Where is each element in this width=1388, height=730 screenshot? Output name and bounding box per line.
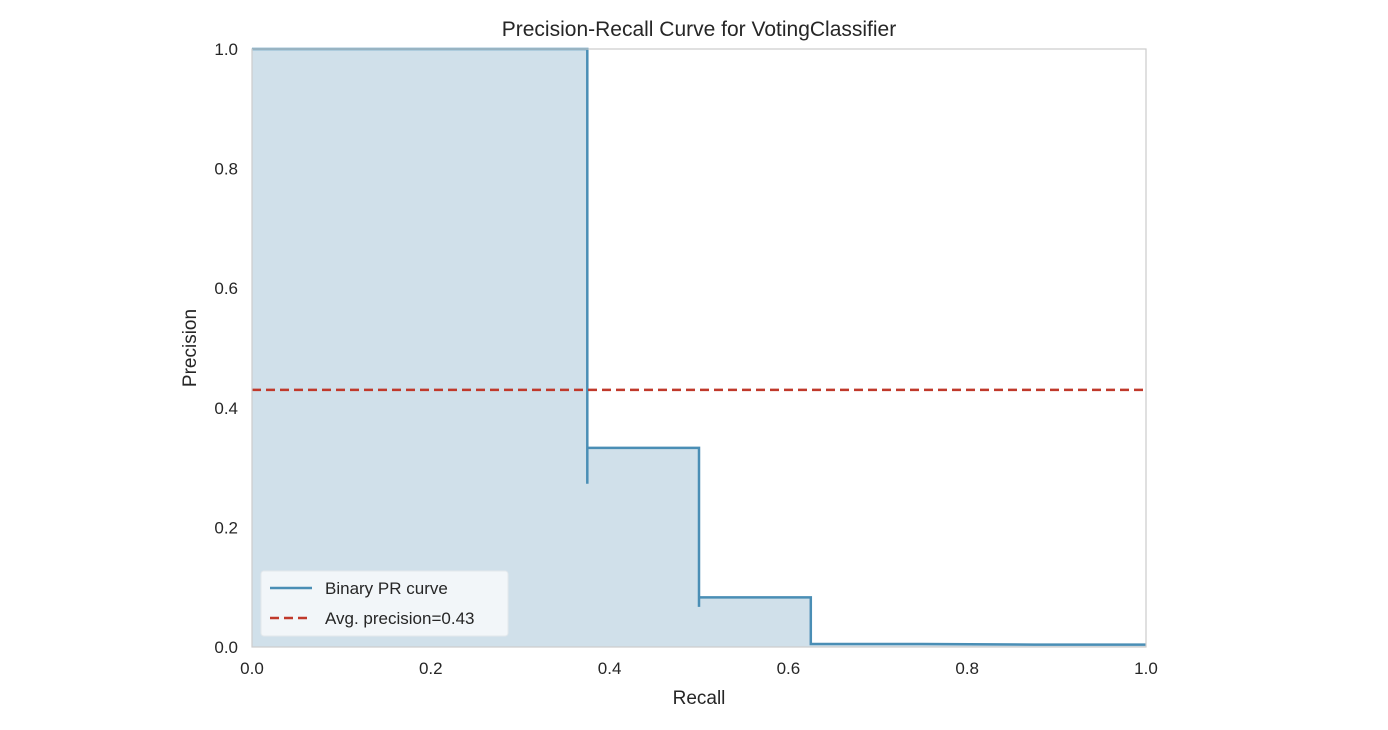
y-tick-label: 1.0 [214, 40, 238, 59]
y-tick-label: 0.4 [214, 399, 238, 418]
x-tick-label: 0.2 [419, 659, 443, 678]
y-axis-ticks: 0.0 0.2 0.4 0.6 0.8 1.0 [214, 40, 238, 657]
x-tick-label: 1.0 [1134, 659, 1158, 678]
legend: Binary PR curve Avg. precision=0.43 [260, 570, 509, 637]
x-axis-label: Recall [673, 688, 726, 709]
x-tick-label: 0.6 [777, 659, 801, 678]
x-tick-label: 0.4 [598, 659, 622, 678]
pr-curve-fill-layer [252, 49, 1146, 647]
y-tick-label: 0.8 [214, 160, 238, 179]
y-tick-label: 0.0 [214, 638, 238, 657]
legend-box [260, 570, 509, 637]
pr-curve-fill [252, 49, 1146, 647]
legend-label-pr-curve: Binary PR curve [325, 579, 448, 598]
y-tick-label: 0.2 [214, 518, 238, 537]
x-tick-label: 0.0 [240, 659, 264, 678]
x-tick-label: 0.8 [955, 659, 979, 678]
plot-frame [251, 48, 1147, 648]
legend-label-avg-precision: Avg. precision=0.43 [325, 609, 474, 628]
y-tick-label: 0.6 [214, 279, 238, 298]
pr-curve-line [252, 47, 1146, 646]
pr-curve-line-layer [252, 47, 1146, 646]
y-axis-label: Precision [180, 309, 201, 387]
chart-title: Precision-Recall Curve for VotingClassif… [502, 18, 896, 41]
x-axis-ticks: 0.0 0.2 0.4 0.6 0.8 1.0 [240, 659, 1158, 678]
